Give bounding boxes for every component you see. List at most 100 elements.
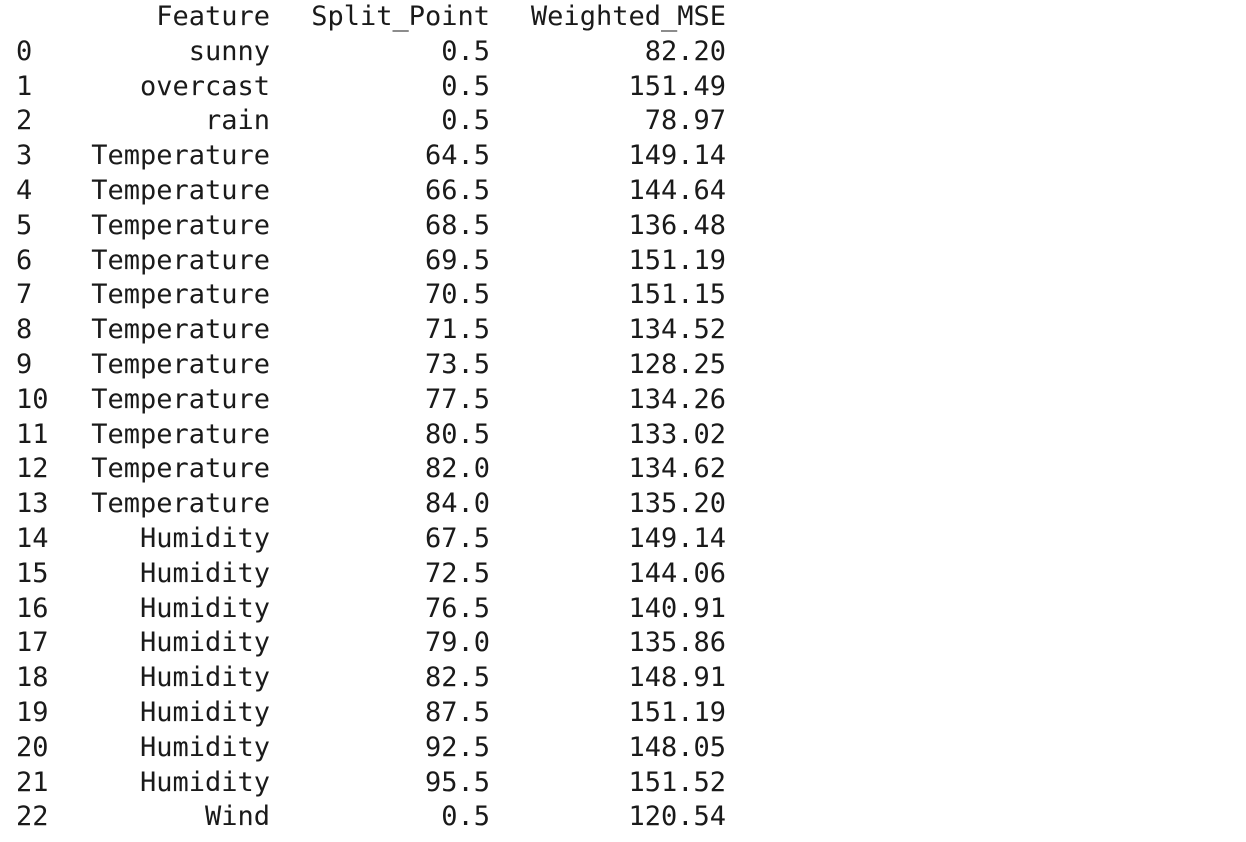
row-feature: Humidity [139, 592, 270, 624]
row-feature: Humidity [139, 627, 270, 659]
row-feature: Temperature [91, 314, 270, 346]
header-feature: Feature [156, 1, 270, 32]
row-feature: overcast [139, 70, 270, 102]
table-row: 13 Temperature 84.0 135.20 [16, 487, 726, 522]
row-weighted-mse: 144.64 [628, 174, 726, 206]
row-feature: Humidity [139, 696, 270, 728]
row-weighted-mse: 134.52 [628, 314, 726, 346]
row-split-point: 95.5 [424, 766, 490, 798]
row-split-point: 77.5 [424, 383, 490, 415]
table-row: 12 Temperature 82.0 134.62 [16, 452, 726, 487]
table-row: 7 Temperature 70.5 151.15 [16, 278, 726, 313]
row-feature: Humidity [139, 557, 270, 589]
row-weighted-mse: 151.19 [628, 696, 726, 728]
row-feature: Temperature [91, 174, 270, 206]
row-index: 10 [16, 383, 49, 415]
row-feature: Temperature [91, 383, 270, 415]
row-split-point: 82.5 [424, 662, 490, 694]
row-weighted-mse: 136.48 [628, 209, 726, 241]
row-weighted-mse: 151.49 [628, 70, 726, 102]
header-weighted-mse: Weighted_MSE [530, 1, 726, 32]
row-feature: Humidity [139, 662, 270, 694]
table-row: 22 Wind 0.5 120.54 [16, 800, 726, 835]
row-index: 19 [16, 696, 49, 728]
row-weighted-mse: 135.20 [628, 488, 726, 520]
table-row: 15 Humidity 72.5 144.06 [16, 557, 726, 592]
row-weighted-mse: 149.14 [628, 140, 726, 172]
row-index: 15 [16, 557, 49, 589]
row-feature: Temperature [91, 244, 270, 276]
row-index: 9 [16, 348, 33, 380]
table-row: 8 Temperature 71.5 134.52 [16, 313, 726, 348]
row-split-point: 0.5 [441, 105, 490, 137]
row-index: 4 [16, 174, 33, 206]
row-split-point: 87.5 [424, 696, 490, 728]
row-feature: Wind [204, 801, 270, 833]
row-index: 5 [16, 209, 33, 241]
row-split-point: 69.5 [424, 244, 490, 276]
row-weighted-mse: 128.25 [628, 348, 726, 380]
table-row: 6 Temperature 69.5 151.19 [16, 244, 726, 279]
row-split-point: 0.5 [441, 801, 490, 833]
row-index: 11 [16, 418, 49, 450]
row-feature: Temperature [91, 418, 270, 450]
row-index: 0 [16, 35, 33, 67]
row-index: 20 [16, 731, 49, 763]
table-row: 5 Temperature 68.5 136.48 [16, 209, 726, 244]
row-feature: Temperature [91, 279, 270, 311]
row-feature: Humidity [139, 766, 270, 798]
row-feature: Humidity [139, 731, 270, 763]
row-weighted-mse: 148.05 [628, 731, 726, 763]
table-row: 16 Humidity 76.5 140.91 [16, 592, 726, 627]
table-row: 17 Humidity 79.0 135.86 [16, 626, 726, 661]
row-index: 18 [16, 662, 49, 694]
row-weighted-mse: 140.91 [628, 592, 726, 624]
row-weighted-mse: 151.15 [628, 279, 726, 311]
table-row: 2 rain 0.5 78.97 [16, 104, 726, 139]
dataframe-table: Feature Split_Point Weighted_MSE 0 sunny 0… [16, 0, 726, 835]
row-weighted-mse: 134.26 [628, 383, 726, 415]
row-weighted-mse: 144.06 [628, 557, 726, 589]
row-split-point: 82.0 [424, 453, 490, 485]
row-feature: Temperature [91, 348, 270, 380]
table-row: 19 Humidity 87.5 151.19 [16, 696, 726, 731]
row-index: 17 [16, 627, 49, 659]
row-feature: rain [204, 105, 270, 137]
row-index: 13 [16, 488, 49, 520]
row-split-point: 71.5 [424, 314, 490, 346]
row-weighted-mse: 148.91 [628, 662, 726, 694]
row-split-point: 72.5 [424, 557, 490, 589]
table-row: 0 sunny 0.5 82.20 [16, 35, 726, 70]
table-body: 0 sunny 0.5 82.20 1 overcast 0.5 151.49 2 rain 0.5… [16, 35, 726, 835]
row-split-point: 70.5 [424, 279, 490, 311]
row-split-point: 0.5 [441, 35, 490, 67]
row-feature: Temperature [91, 453, 270, 485]
row-index: 3 [16, 140, 33, 172]
table-row: 4 Temperature 66.5 144.64 [16, 174, 726, 209]
row-index: 12 [16, 453, 49, 485]
row-feature: Temperature [91, 140, 270, 172]
row-weighted-mse: 133.02 [628, 418, 726, 450]
header-split-point: Split_Point [311, 1, 490, 32]
row-index: 22 [16, 801, 49, 833]
row-feature: Humidity [139, 522, 270, 554]
row-split-point: 84.0 [424, 488, 490, 520]
row-feature: Temperature [91, 209, 270, 241]
row-feature: Temperature [91, 488, 270, 520]
table-row: 9 Temperature 73.5 128.25 [16, 348, 726, 383]
row-feature: sunny [188, 35, 270, 67]
row-split-point: 66.5 [424, 174, 490, 206]
row-weighted-mse: 120.54 [628, 801, 726, 833]
row-split-point: 64.5 [424, 140, 490, 172]
row-weighted-mse: 135.86 [628, 627, 726, 659]
row-split-point: 76.5 [424, 592, 490, 624]
row-index: 7 [16, 279, 33, 311]
row-split-point: 92.5 [424, 731, 490, 763]
table-row: 1 overcast 0.5 151.49 [16, 70, 726, 105]
header-index [16, 0, 78, 35]
row-weighted-mse: 134.62 [628, 453, 726, 485]
table-row: 11 Temperature 80.5 133.02 [16, 418, 726, 453]
row-index: 1 [16, 70, 33, 102]
row-index: 6 [16, 244, 33, 276]
row-index: 8 [16, 314, 33, 346]
